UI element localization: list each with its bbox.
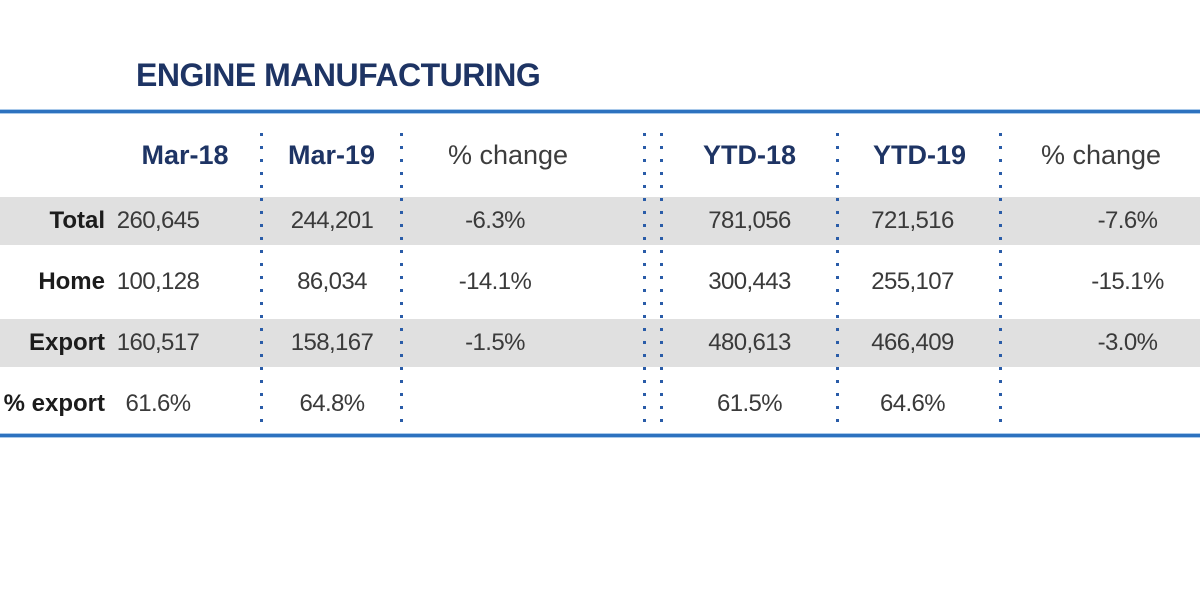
cell: 64.6% (879, 390, 946, 417)
section-separator-right (660, 133, 663, 430)
cell: 158,167 (290, 329, 374, 356)
col-header-ytd19: YTD-19 (872, 140, 967, 170)
cell: 244,201 (290, 207, 374, 234)
cell: 260,645 (116, 207, 200, 234)
cell: 466,409 (871, 329, 954, 356)
cell: -7.6% (1097, 207, 1158, 234)
table-row-export: Export 160,517 158,167 -1.5% 480,613 466… (0, 319, 1200, 367)
cell: -3.0% (1097, 329, 1158, 356)
row-label: Home (38, 268, 105, 295)
col-header-pct-change-ytd: % change (1040, 140, 1162, 170)
cell: 781,056 (708, 207, 791, 234)
cell: 480,613 (708, 329, 791, 356)
col-header-pct-change-month: % change (447, 140, 569, 170)
row-label: Total (49, 207, 105, 234)
column-separator (260, 133, 263, 430)
column-separator (836, 133, 839, 430)
cell: 86,034 (297, 268, 367, 295)
table-row-home: Home 100,128 86,034 -14.1% 300,443 255,1… (0, 258, 1200, 306)
column-separator (400, 133, 403, 430)
column-separator (999, 133, 1002, 430)
section-separator-left (643, 133, 646, 430)
cell: -1.5% (465, 329, 525, 356)
col-header-ytd18: YTD-18 (702, 140, 797, 170)
cell: -6.3% (465, 207, 525, 234)
page-title: ENGINE MANUFACTURING (136, 57, 541, 93)
cell: 300,443 (708, 268, 791, 295)
row-label: Export (28, 329, 105, 356)
col-header-mar19: Mar-19 (287, 140, 376, 170)
col-header-mar18: Mar-18 (141, 140, 229, 170)
row-label: % export (3, 390, 105, 417)
table-row-pct-export: % export 61.6% 64.8% 61.5% 64.6% (0, 380, 1200, 428)
cell: -15.1% (1091, 268, 1164, 295)
cell: 64.8% (299, 390, 365, 417)
cell: 160,517 (116, 329, 200, 356)
table-row-total: Total 260,645 244,201 -6.3% 781,056 721,… (0, 197, 1200, 245)
bottom-rule (0, 433, 1200, 438)
cell: 61.6% (125, 390, 191, 417)
title-rule (0, 109, 1200, 114)
cell: 255,107 (871, 268, 954, 295)
cell: 100,128 (116, 268, 200, 295)
cell: 61.5% (716, 390, 783, 417)
cell: 721,516 (871, 207, 954, 234)
cell: -14.1% (458, 268, 532, 295)
